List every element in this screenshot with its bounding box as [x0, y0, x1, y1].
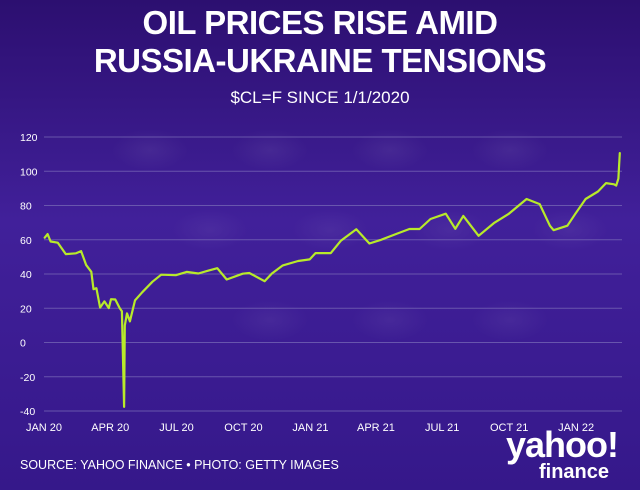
x-tick-label: APR 21 [357, 422, 395, 434]
x-tick-label: OCT 20 [224, 422, 262, 434]
page-subtitle: $CL=F SINCE 1/1/2020 [230, 88, 410, 107]
x-tick-label: JAN 22 [558, 422, 594, 434]
y-tick-label: 60 [20, 235, 32, 247]
x-tick-label: JAN 21 [292, 422, 328, 434]
x-tick-label: JAN 20 [26, 422, 62, 434]
yahoo-finance-logo: yahoo! finance [497, 424, 627, 483]
series-line-oil-price [43, 152, 621, 408]
y-tick-label: -40 [20, 406, 35, 418]
x-tick-label: JUL 21 [425, 422, 459, 434]
logo-word-yahoo: yahoo! [505, 424, 619, 465]
page-title: OIL PRICES RISE AMID RUSSIA-UKRAINE TENS… [0, 4, 640, 80]
y-tick-label: 40 [20, 269, 32, 281]
y-tick-label: 80 [20, 201, 32, 213]
x-tick-label: APR 20 [91, 422, 129, 434]
x-tick-label: OCT 21 [490, 422, 528, 434]
x-tick-label: JUL 20 [159, 422, 193, 434]
title-line-1: OIL PRICES RISE AMID [142, 4, 498, 41]
y-tick-label: 20 [20, 303, 32, 315]
logo-word-finance: finance [538, 461, 610, 483]
title-line-2: RUSSIA-UKRAINE TENSIONS [93, 42, 547, 79]
y-tick-label: 120 [20, 132, 38, 144]
y-tick-label: 100 [20, 166, 38, 178]
y-tick-label: -20 [20, 372, 35, 384]
source-credit: SOURCE: YAHOO FINANCE • PHOTO: GETTY IMA… [20, 458, 339, 472]
y-tick-label: 0 [20, 338, 26, 350]
